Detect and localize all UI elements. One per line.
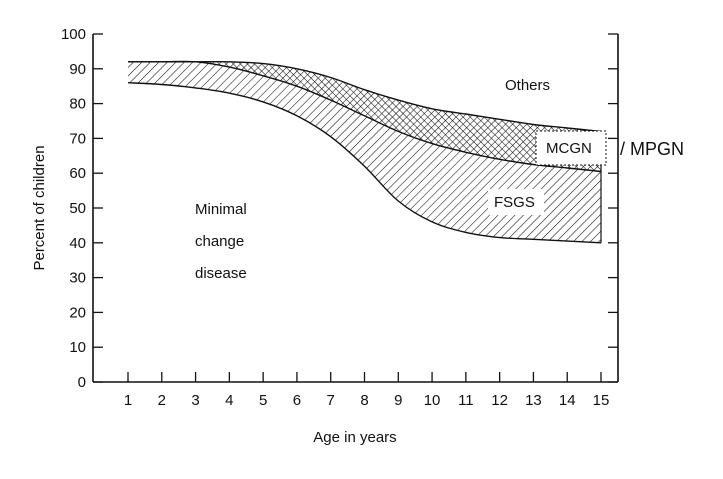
x-tick-label: 9 (394, 392, 402, 409)
minimal-label-line3: disease (195, 265, 247, 282)
y-tick-label: 50 (69, 200, 86, 217)
x-tick-label: 5 (259, 392, 267, 409)
y-tick-label: 70 (69, 130, 86, 147)
mpgn-label: / MPGN (620, 139, 684, 159)
x-tick-label: 10 (424, 392, 441, 409)
x-tick-label: 15 (593, 392, 610, 409)
y-tick-label: 90 (69, 61, 86, 78)
y-tick-label: 30 (69, 270, 86, 287)
fsgs-label: FSGS (494, 194, 535, 211)
y-tick-label: 80 (69, 96, 86, 113)
mcgn-label-box (535, 130, 607, 166)
y-tick-label: 100 (61, 26, 86, 43)
y-axis-title: Percent of children (31, 145, 48, 270)
minimal-change-boundary-line (127, 82, 602, 244)
x-tick-label: 1 (124, 392, 132, 409)
x-tick-label: 7 (327, 392, 335, 409)
x-tick-label: 12 (491, 392, 508, 409)
x-tick-label: 2 (158, 392, 166, 409)
fsgs-label-box (488, 189, 544, 215)
x-axis-ticks: 1 2 3 4 5 6 7 8 9 10 11 12 13 14 15 (124, 372, 610, 409)
mcgn-area (128, 61, 601, 172)
x-tick-label: 8 (360, 392, 368, 409)
mcgn-boundary-line (128, 60, 602, 133)
x-tick-label: 14 (559, 392, 576, 409)
fsgs-area (128, 61, 601, 243)
x-tick-label: 11 (458, 392, 474, 409)
y-tick-label: 0 (78, 374, 86, 391)
mcgn-label: MCGN (546, 140, 592, 157)
y-tick-label: 40 (69, 235, 86, 252)
minimal-label-line1: Minimal (195, 201, 247, 218)
others-label: Others (505, 77, 550, 94)
x-tick-label: 4 (225, 392, 233, 409)
y-tick-label: 20 (69, 304, 86, 321)
y-tick-label: 10 (69, 339, 86, 356)
x-tick-label: 3 (191, 392, 199, 409)
minimal-label-line2: change (195, 233, 244, 250)
fsgs-boundary-line (128, 60, 602, 173)
x-tick-label: 13 (525, 392, 542, 409)
x-tick-label: 6 (293, 392, 301, 409)
x-axis-title: Age in years (313, 429, 396, 446)
y-tick-label: 60 (69, 165, 86, 182)
y-axis-ticks: 0 10 20 30 40 50 60 70 80 90 100 (61, 26, 618, 391)
